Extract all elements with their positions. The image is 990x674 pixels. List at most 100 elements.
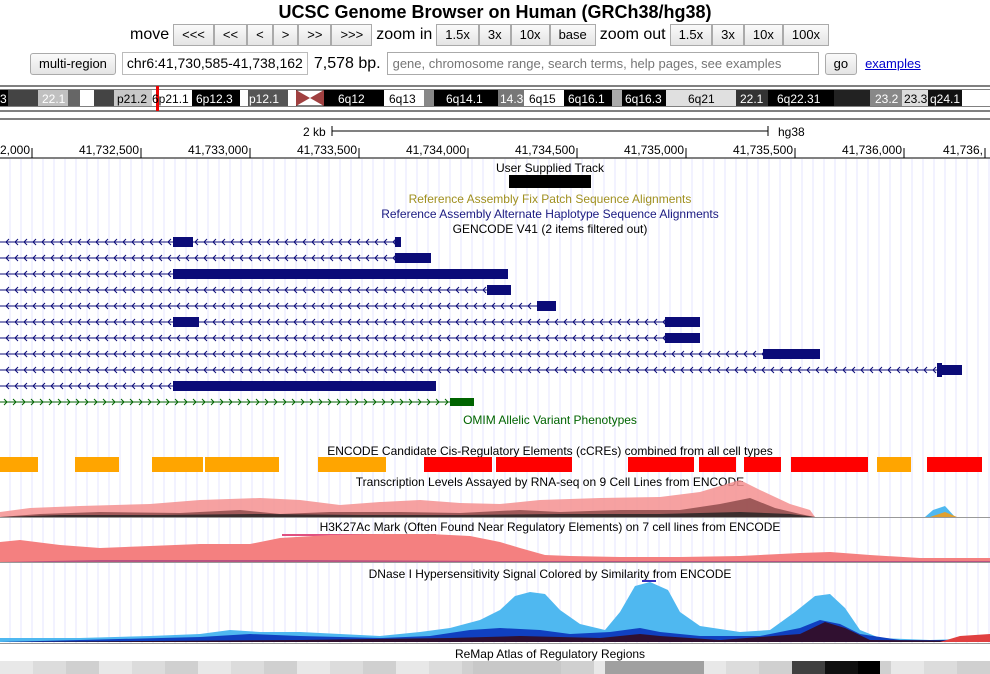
omim-feature[interactable] [0,398,474,406]
examples-link[interactable]: examples [865,56,921,71]
gencode-transcript[interactable] [0,363,962,377]
ccre-element[interactable] [318,457,386,472]
zoom-base-button[interactable]: base [549,24,596,46]
ruler-tick-label: 2,000 [0,143,30,157]
move-right-button[interactable]: > [272,24,299,46]
ccre-element[interactable] [152,457,203,472]
genome-browser-image[interactable]: 3 22.1 p21.2 6p21.1 6p12.3 p12.1 6q12 6q… [0,80,990,674]
move-left-button[interactable]: < [247,24,273,46]
zoom-out-1-5x-button[interactable]: 1.5x [669,24,713,46]
band-label: q24.1 [930,92,960,106]
ruler-tick-label: 41,734,500 [515,143,575,157]
ruler-tick-label: 41,732,500 [79,143,139,157]
search-input[interactable] [386,52,819,75]
band-label: 3 [0,92,7,106]
assembly-label: hg38 [778,125,805,139]
band-label: 23.2 [875,92,899,106]
zoom-out-100x-button[interactable]: 100x [782,24,830,46]
move-label: move [130,26,170,43]
gencode-transcript[interactable] [0,269,508,279]
zoom-in-10x-button[interactable]: 10x [510,24,550,46]
band-label: 6q16.1 [568,92,605,106]
zoom-out-label: zoom out [599,26,666,43]
move-left-far-button[interactable]: <<< [173,24,214,46]
band-label: 6p12.3 [196,92,233,106]
band-label: 6q12 [338,92,365,106]
fix-patch-track-label[interactable]: Reference Assembly Fix Patch Sequence Al… [409,192,692,206]
band-label: 6p21.1 [152,92,189,106]
ccre-element[interactable] [628,457,694,472]
band-label: 22.1 [740,92,764,106]
band-label: 22.1 [42,92,66,106]
ruler-tick-label: 41,733,000 [188,143,248,157]
ccre-element[interactable] [877,457,911,472]
alt-haplotype-track-label[interactable]: Reference Assembly Alternate Haplotype S… [381,207,719,221]
user-supplied-feature[interactable] [509,175,591,188]
base-position-ruler[interactable]: 2 kb hg38 2,000 41,732,500 41,733,000 41,73… [0,125,990,159]
gencode-transcripts[interactable] [0,237,962,391]
remap-density[interactable] [0,661,990,674]
ccre-element[interactable] [0,457,38,472]
go-button[interactable]: go [824,52,858,75]
ccre-element[interactable] [744,457,781,472]
omim-track-label[interactable]: OMIM Allelic Variant Phenotypes [463,413,637,427]
navigation-controls: move <<< << < > >> >>> zoom in 1.5x 3x 1… [126,24,830,46]
gencode-transcript[interactable] [0,253,431,263]
zoom-out-10x-button[interactable]: 10x [743,24,783,46]
move-right-far-button[interactable]: >>> [331,24,373,46]
remap-track-label[interactable]: ReMap Atlas of Regulatory Regions [455,647,645,661]
gencode-transcript[interactable] [0,237,401,247]
ruler-tick-label: 41,733,500 [297,143,357,157]
position-display[interactable]: chr6:41,730,585-41,738,162 [121,52,308,75]
h3k27ac-track-label[interactable]: H3K27Ac Mark (Often Found Near Regulator… [320,520,781,534]
gencode-transcript[interactable] [0,333,700,343]
zoom-in-label: zoom in [376,26,433,43]
position-bar: multi-region chr6:41,730,585-41,738,162 … [30,52,921,75]
region-size: 7,578 bp. [313,54,381,72]
gencode-transcript[interactable] [0,349,820,359]
band-label: 14.3 [500,92,524,106]
band-label: 6q21 [688,92,715,106]
ccre-element[interactable] [927,457,982,472]
move-left-mid-button[interactable]: << [213,24,248,46]
page-title: UCSC Genome Browser on Human (GRCh38/hg3… [278,2,712,22]
ruler-tick-label: 41,735,000 [624,143,684,157]
move-right-mid-button[interactable]: >> [298,24,332,46]
zoom-in-3x-button[interactable]: 3x [478,24,511,46]
band-label: p12.1 [249,92,279,106]
zoom-in-1-5x-button[interactable]: 1.5x [436,24,479,46]
gencode-transcript[interactable] [0,381,436,391]
gencode-transcript[interactable] [0,301,556,311]
ccre-element[interactable] [75,457,119,472]
zoom-out-3x-button[interactable]: 3x [712,24,744,46]
band-label: 6q16.3 [625,92,662,106]
ruler-tick-label: 41,734,000 [406,143,466,157]
band-label: 6q22.31 [777,92,821,106]
band-label: 23.3 [904,92,928,106]
rnaseq-signal[interactable] [0,480,957,517]
chromosome-ideogram[interactable]: 3 22.1 p21.2 6p21.1 6p12.3 p12.1 6q12 6q… [0,85,990,112]
ccre-elements[interactable] [0,457,982,472]
ccre-element[interactable] [791,457,868,472]
ccre-element[interactable] [205,457,279,472]
band-label: 6q13 [389,92,416,106]
dnase-track-label[interactable]: DNase I Hypersensitivity Signal Colored … [369,567,732,581]
ccre-element[interactable] [496,457,572,472]
ccre-element[interactable] [424,457,492,472]
rnaseq-track-label[interactable]: Transcription Levels Assayed by RNA-seq … [356,475,744,489]
gencode-transcript[interactable] [0,317,700,327]
h3k27ac-signal[interactable] [0,534,990,562]
ruler-tick-label: 41,736, [943,143,983,157]
gencode-track-label[interactable]: GENCODE V41 (2 items filtered out) [453,222,648,236]
band-label: 6q14.1 [446,92,483,106]
dnase-signal[interactable] [0,582,990,642]
ccre-element[interactable] [699,457,736,472]
user-supplied-track-label[interactable]: User Supplied Track [496,161,605,175]
band-label: 6q15 [529,92,556,106]
gencode-transcript[interactable] [0,285,511,295]
ruler-tick-label: 41,736,000 [842,143,902,157]
multi-region-button[interactable]: multi-region [30,52,116,75]
ccre-track-label[interactable]: ENCODE Candidate Cis-Regulatory Elements… [327,444,773,458]
scale-label: 2 kb [303,125,326,139]
ruler-tick-label: 41,735,500 [733,143,793,157]
